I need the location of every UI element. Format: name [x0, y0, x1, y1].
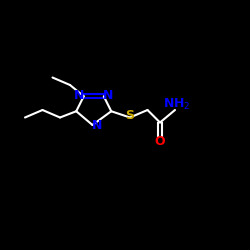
Text: O: O: [155, 135, 165, 148]
Text: N: N: [74, 89, 85, 102]
Text: NH$_2$: NH$_2$: [162, 97, 190, 112]
Text: S: S: [126, 109, 134, 122]
Text: N: N: [103, 89, 114, 102]
Text: N: N: [92, 119, 102, 132]
